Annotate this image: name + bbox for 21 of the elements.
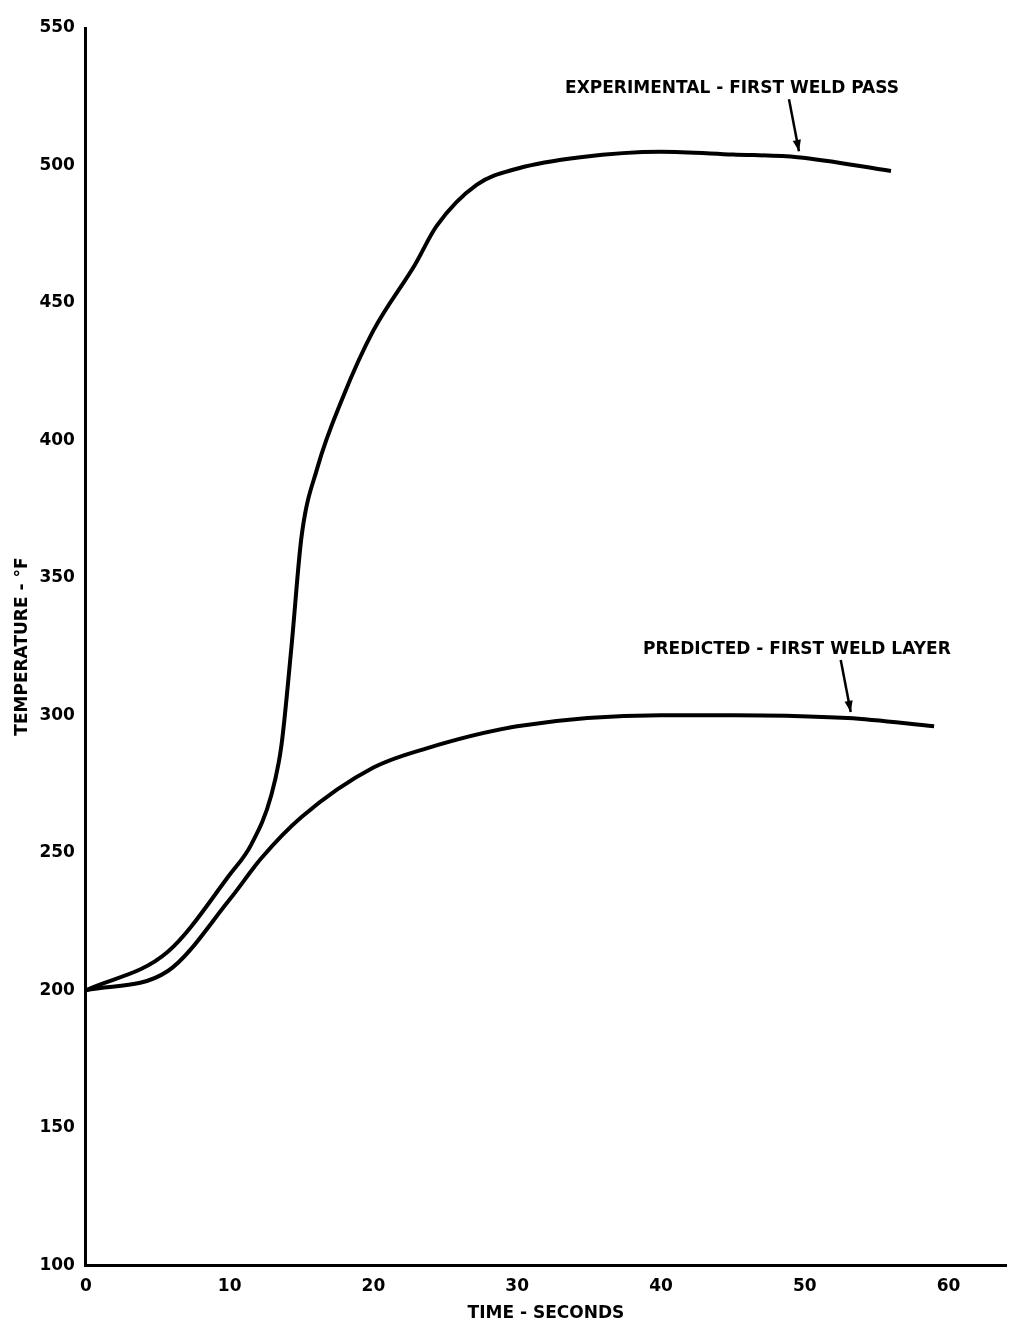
y-tick-label: 150	[39, 1116, 76, 1137]
y-tick-label: 300	[39, 703, 76, 724]
x-axis-title: TIME - SECONDS	[467, 1302, 625, 1323]
x-tick-label: 60	[936, 1274, 961, 1295]
x-tick-label: 20	[361, 1274, 386, 1295]
annotation: PREDICTED - FIRST WELD LAYER	[643, 638, 951, 658]
y-tick-label: 400	[39, 428, 76, 449]
annotation: EXPERIMENTAL - FIRST WELD PASS	[565, 77, 899, 98]
x-tick-label: 40	[649, 1274, 673, 1295]
x-tick-label: 10	[217, 1274, 242, 1295]
y-tick-label: 550	[39, 16, 76, 37]
y-tick-label: 500	[39, 153, 76, 174]
x-tick-label: 0	[79, 1274, 92, 1295]
y-tick-label: 350	[39, 566, 76, 587]
y-axis-title: TEMPERATURE - °F	[10, 557, 31, 736]
y-tick-label: 100	[39, 1253, 76, 1274]
y-tick-label: 250	[39, 841, 76, 862]
y-tick-label: 200	[39, 978, 76, 999]
x-tick-label: 50	[792, 1274, 817, 1295]
y-tick-label: 450	[39, 291, 76, 312]
x-tick-label: 30	[505, 1274, 530, 1295]
